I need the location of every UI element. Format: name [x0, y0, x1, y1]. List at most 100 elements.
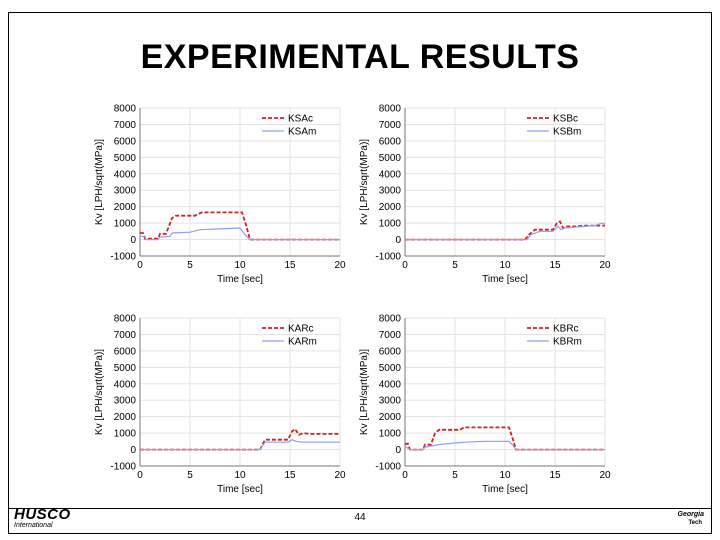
- x-tick-label: 5: [187, 260, 193, 271]
- legend-label: KSBc: [553, 114, 578, 125]
- chart-ksa: -1000 0 1000 2000 3000 4000 5000 6000 7000 8000 0 5…: [90, 96, 350, 296]
- chart-kbr: -1000 0 1000 2000 3000 4000 5000 6000 7000 8000 0 5…: [355, 306, 615, 506]
- x-tick-label: 0: [402, 470, 408, 481]
- x-tick-label: 15: [549, 260, 561, 271]
- x-tick-label: 5: [187, 470, 193, 481]
- y-tick-label: 6000: [379, 346, 402, 357]
- x-axis-label: Time [sec]: [482, 484, 528, 495]
- y-tick-label: 3000: [379, 396, 402, 407]
- x-tick-label: 10: [234, 470, 246, 481]
- y-tick-label: 5000: [379, 153, 402, 164]
- y-tick-label: 5000: [114, 153, 137, 164]
- y-axis-label: Kv [LPH/sqrt(MPa)]: [94, 349, 105, 435]
- y-tick-label: 6000: [114, 346, 137, 357]
- y-tick-label: 6000: [379, 136, 402, 147]
- chart-ksb: -1000 0 1000 2000 3000 4000 5000 6000 7000 8000 0 5…: [355, 96, 615, 296]
- y-tick-label: 3000: [114, 396, 137, 407]
- x-tick-label: 0: [137, 260, 143, 271]
- y-tick-label: 2000: [379, 202, 402, 213]
- y-tick-label: 1000: [114, 219, 137, 230]
- y-tick-label: 4000: [379, 379, 402, 390]
- y-tick-label: 3000: [379, 186, 402, 197]
- y-tick-label: 2000: [379, 412, 402, 423]
- y-tick-label: 2000: [114, 202, 137, 213]
- legend-label: KARc: [288, 324, 314, 335]
- y-tick-label: 7000: [114, 330, 137, 341]
- y-tick-label: 5000: [379, 363, 402, 374]
- y-axis-label: Kv [LPH/sqrt(MPa)]: [359, 139, 370, 225]
- legend-label: KSAc: [288, 114, 313, 125]
- husco-logo-sub: International: [14, 522, 53, 529]
- y-tick-label: 4000: [114, 169, 137, 180]
- y-tick-label: 7000: [379, 330, 402, 341]
- y-tick-label: 0: [130, 445, 136, 456]
- georgia-tech-logo-line2: Tech: [688, 520, 702, 526]
- y-tick-label: -1000: [375, 252, 401, 263]
- x-axis-label: Time [sec]: [217, 274, 263, 285]
- y-tick-label: 3000: [114, 186, 137, 197]
- x-tick-label: 10: [499, 470, 511, 481]
- y-tick-label: 4000: [114, 379, 137, 390]
- y-tick-label: 1000: [114, 429, 137, 440]
- x-tick-label: 0: [137, 470, 143, 481]
- y-tick-label: 6000: [114, 136, 137, 147]
- x-tick-label: 20: [599, 260, 611, 271]
- x-tick-label: 15: [284, 470, 296, 481]
- y-tick-label: 8000: [379, 314, 402, 325]
- x-tick-label: 15: [284, 260, 296, 271]
- y-tick-label: 0: [130, 235, 136, 246]
- x-tick-label: 20: [599, 470, 611, 481]
- y-tick-label: 8000: [114, 314, 137, 325]
- legend-label: KARm: [288, 337, 317, 348]
- chart-kar: -1000 0 1000 2000 3000 4000 5000 6000 7000 8000 0 5…: [90, 306, 350, 506]
- series-line-KARm: [140, 439, 340, 451]
- page-number: 44: [354, 512, 366, 523]
- y-tick-label: 5000: [114, 363, 137, 374]
- husco-logo-word: HUSCO: [14, 506, 71, 523]
- y-tick-label: -1000: [110, 252, 136, 263]
- y-tick-label: 7000: [114, 120, 137, 131]
- x-tick-label: 15: [549, 470, 561, 481]
- y-tick-label: 1000: [379, 219, 402, 230]
- series-line-KSBc: [405, 220, 605, 241]
- y-tick-label: 8000: [379, 104, 402, 115]
- x-tick-label: 20: [334, 260, 346, 271]
- y-axis-label: Kv [LPH/sqrt(MPa)]: [94, 139, 105, 225]
- x-tick-label: 10: [499, 260, 511, 271]
- y-tick-label: 8000: [114, 104, 137, 115]
- x-tick-label: 10: [234, 260, 246, 271]
- x-tick-label: 5: [452, 470, 458, 481]
- y-tick-label: 7000: [379, 120, 402, 131]
- legend-label: KBRm: [553, 337, 582, 348]
- y-tick-label: 2000: [114, 412, 137, 423]
- y-tick-label: -1000: [375, 462, 401, 473]
- y-tick-label: -1000: [110, 462, 136, 473]
- x-axis-label: Time [sec]: [217, 484, 263, 495]
- y-axis-label: Kv [LPH/sqrt(MPa)]: [359, 349, 370, 435]
- x-tick-label: 5: [452, 260, 458, 271]
- georgia-tech-logo-line1: Georgia: [677, 511, 704, 518]
- y-tick-label: 0: [395, 235, 401, 246]
- series-line-KBRm: [404, 440, 605, 451]
- y-tick-label: 1000: [379, 429, 402, 440]
- footer-divider: [8, 508, 712, 509]
- georgia-tech-logo: Georgia Tech: [660, 508, 708, 532]
- series-line-KSBm: [405, 222, 606, 241]
- x-tick-label: 0: [402, 260, 408, 271]
- y-tick-label: 4000: [379, 169, 402, 180]
- series-line-KARc: [140, 427, 340, 451]
- legend-label: KSBm: [553, 127, 581, 138]
- x-axis-label: Time [sec]: [482, 274, 528, 285]
- series-line-KSAm: [140, 227, 340, 241]
- y-tick-label: 0: [395, 445, 401, 456]
- x-tick-label: 20: [334, 470, 346, 481]
- legend-label: KSAm: [288, 127, 316, 138]
- slide-frame: [8, 12, 712, 534]
- husco-logo: HUSCO International: [14, 506, 86, 532]
- legend-label: KBRc: [553, 324, 579, 335]
- slide-title: EXPERIMENTAL RESULTS: [140, 38, 580, 76]
